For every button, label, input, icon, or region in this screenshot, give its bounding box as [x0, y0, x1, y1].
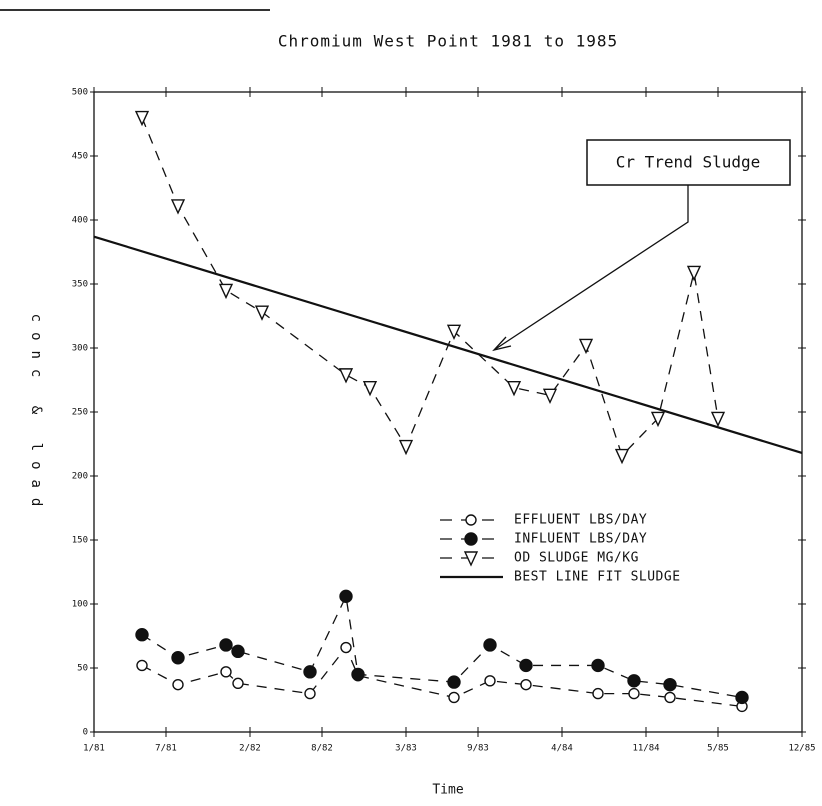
point [219, 638, 233, 652]
point [362, 380, 378, 397]
point [340, 641, 352, 654]
point [232, 677, 244, 690]
point [686, 265, 702, 282]
point [351, 667, 365, 682]
point [231, 644, 245, 659]
point [446, 324, 462, 341]
point [614, 448, 630, 465]
x-tick-label: 4/84 [551, 744, 573, 754]
x-tick-label: 5/85 [707, 744, 729, 754]
point [591, 658, 605, 673]
y-tick-label: 500 [72, 88, 88, 98]
point [303, 665, 317, 679]
series-line [141, 646, 743, 708]
point [627, 674, 641, 688]
point [218, 283, 234, 300]
x-tick-label: 3/83 [395, 744, 417, 754]
x-axis-label: Time [432, 783, 463, 798]
point [464, 532, 478, 546]
point [506, 380, 522, 397]
point [339, 589, 353, 604]
point [519, 658, 533, 673]
point [710, 411, 726, 428]
annotation-text: Cr Trend Sludge [616, 153, 761, 172]
point [664, 691, 676, 704]
y-tick-label: 50 [77, 664, 88, 674]
x-tick-label: 11/84 [632, 744, 659, 754]
point [447, 675, 461, 689]
x-tick-label: 2/82 [239, 744, 261, 754]
x-tick-label: 8/82 [311, 744, 333, 754]
point [135, 628, 149, 642]
x-tick-label: 9/83 [467, 744, 489, 754]
series-line [93, 235, 803, 455]
legend-label: BEST LINE FIT SLUDGE [514, 570, 681, 585]
y-tick-label: 150 [72, 536, 88, 546]
legend-label: EFFLUENT LBS/DAY [514, 513, 647, 528]
point [592, 687, 604, 700]
point [650, 411, 666, 428]
point [220, 666, 232, 678]
point [520, 678, 532, 691]
y-tick-label: 250 [72, 408, 88, 418]
point [578, 338, 594, 355]
point [628, 687, 640, 700]
chart-title: Chromium West Point 1981 to 1985 [278, 32, 618, 51]
annotation-arrow [493, 185, 689, 351]
y-tick-label: 200 [72, 472, 88, 482]
x-tick-label: 12/85 [788, 744, 815, 754]
y-tick-label: 300 [72, 344, 88, 354]
point [254, 305, 270, 321]
point [398, 439, 414, 456]
legend-label: OD SLUDGE MG/KG [514, 551, 639, 566]
plot-frame [93, 91, 803, 733]
point [448, 691, 460, 704]
point [484, 675, 496, 687]
point [735, 690, 749, 705]
y-axis-label: conc & load [28, 314, 44, 517]
point [663, 677, 677, 692]
legend-label: INFLUENT LBS/DAY [514, 532, 647, 547]
point [134, 110, 150, 127]
x-tick-label: 7/81 [155, 744, 177, 754]
point [463, 551, 479, 567]
point [483, 638, 497, 652]
point [338, 368, 354, 384]
point [172, 678, 184, 691]
y-tick-label: 450 [72, 152, 88, 162]
x-tick-label: 1/81 [83, 744, 105, 754]
y-tick-label: 400 [72, 216, 88, 226]
point [465, 514, 477, 526]
y-tick-label: 0 [83, 728, 88, 738]
point [542, 388, 558, 405]
y-tick-label: 350 [72, 280, 88, 290]
point [136, 659, 148, 672]
point [304, 687, 316, 700]
y-tick-label: 100 [72, 600, 88, 610]
point [171, 651, 185, 665]
arrow-head [492, 336, 512, 352]
point [170, 199, 186, 215]
